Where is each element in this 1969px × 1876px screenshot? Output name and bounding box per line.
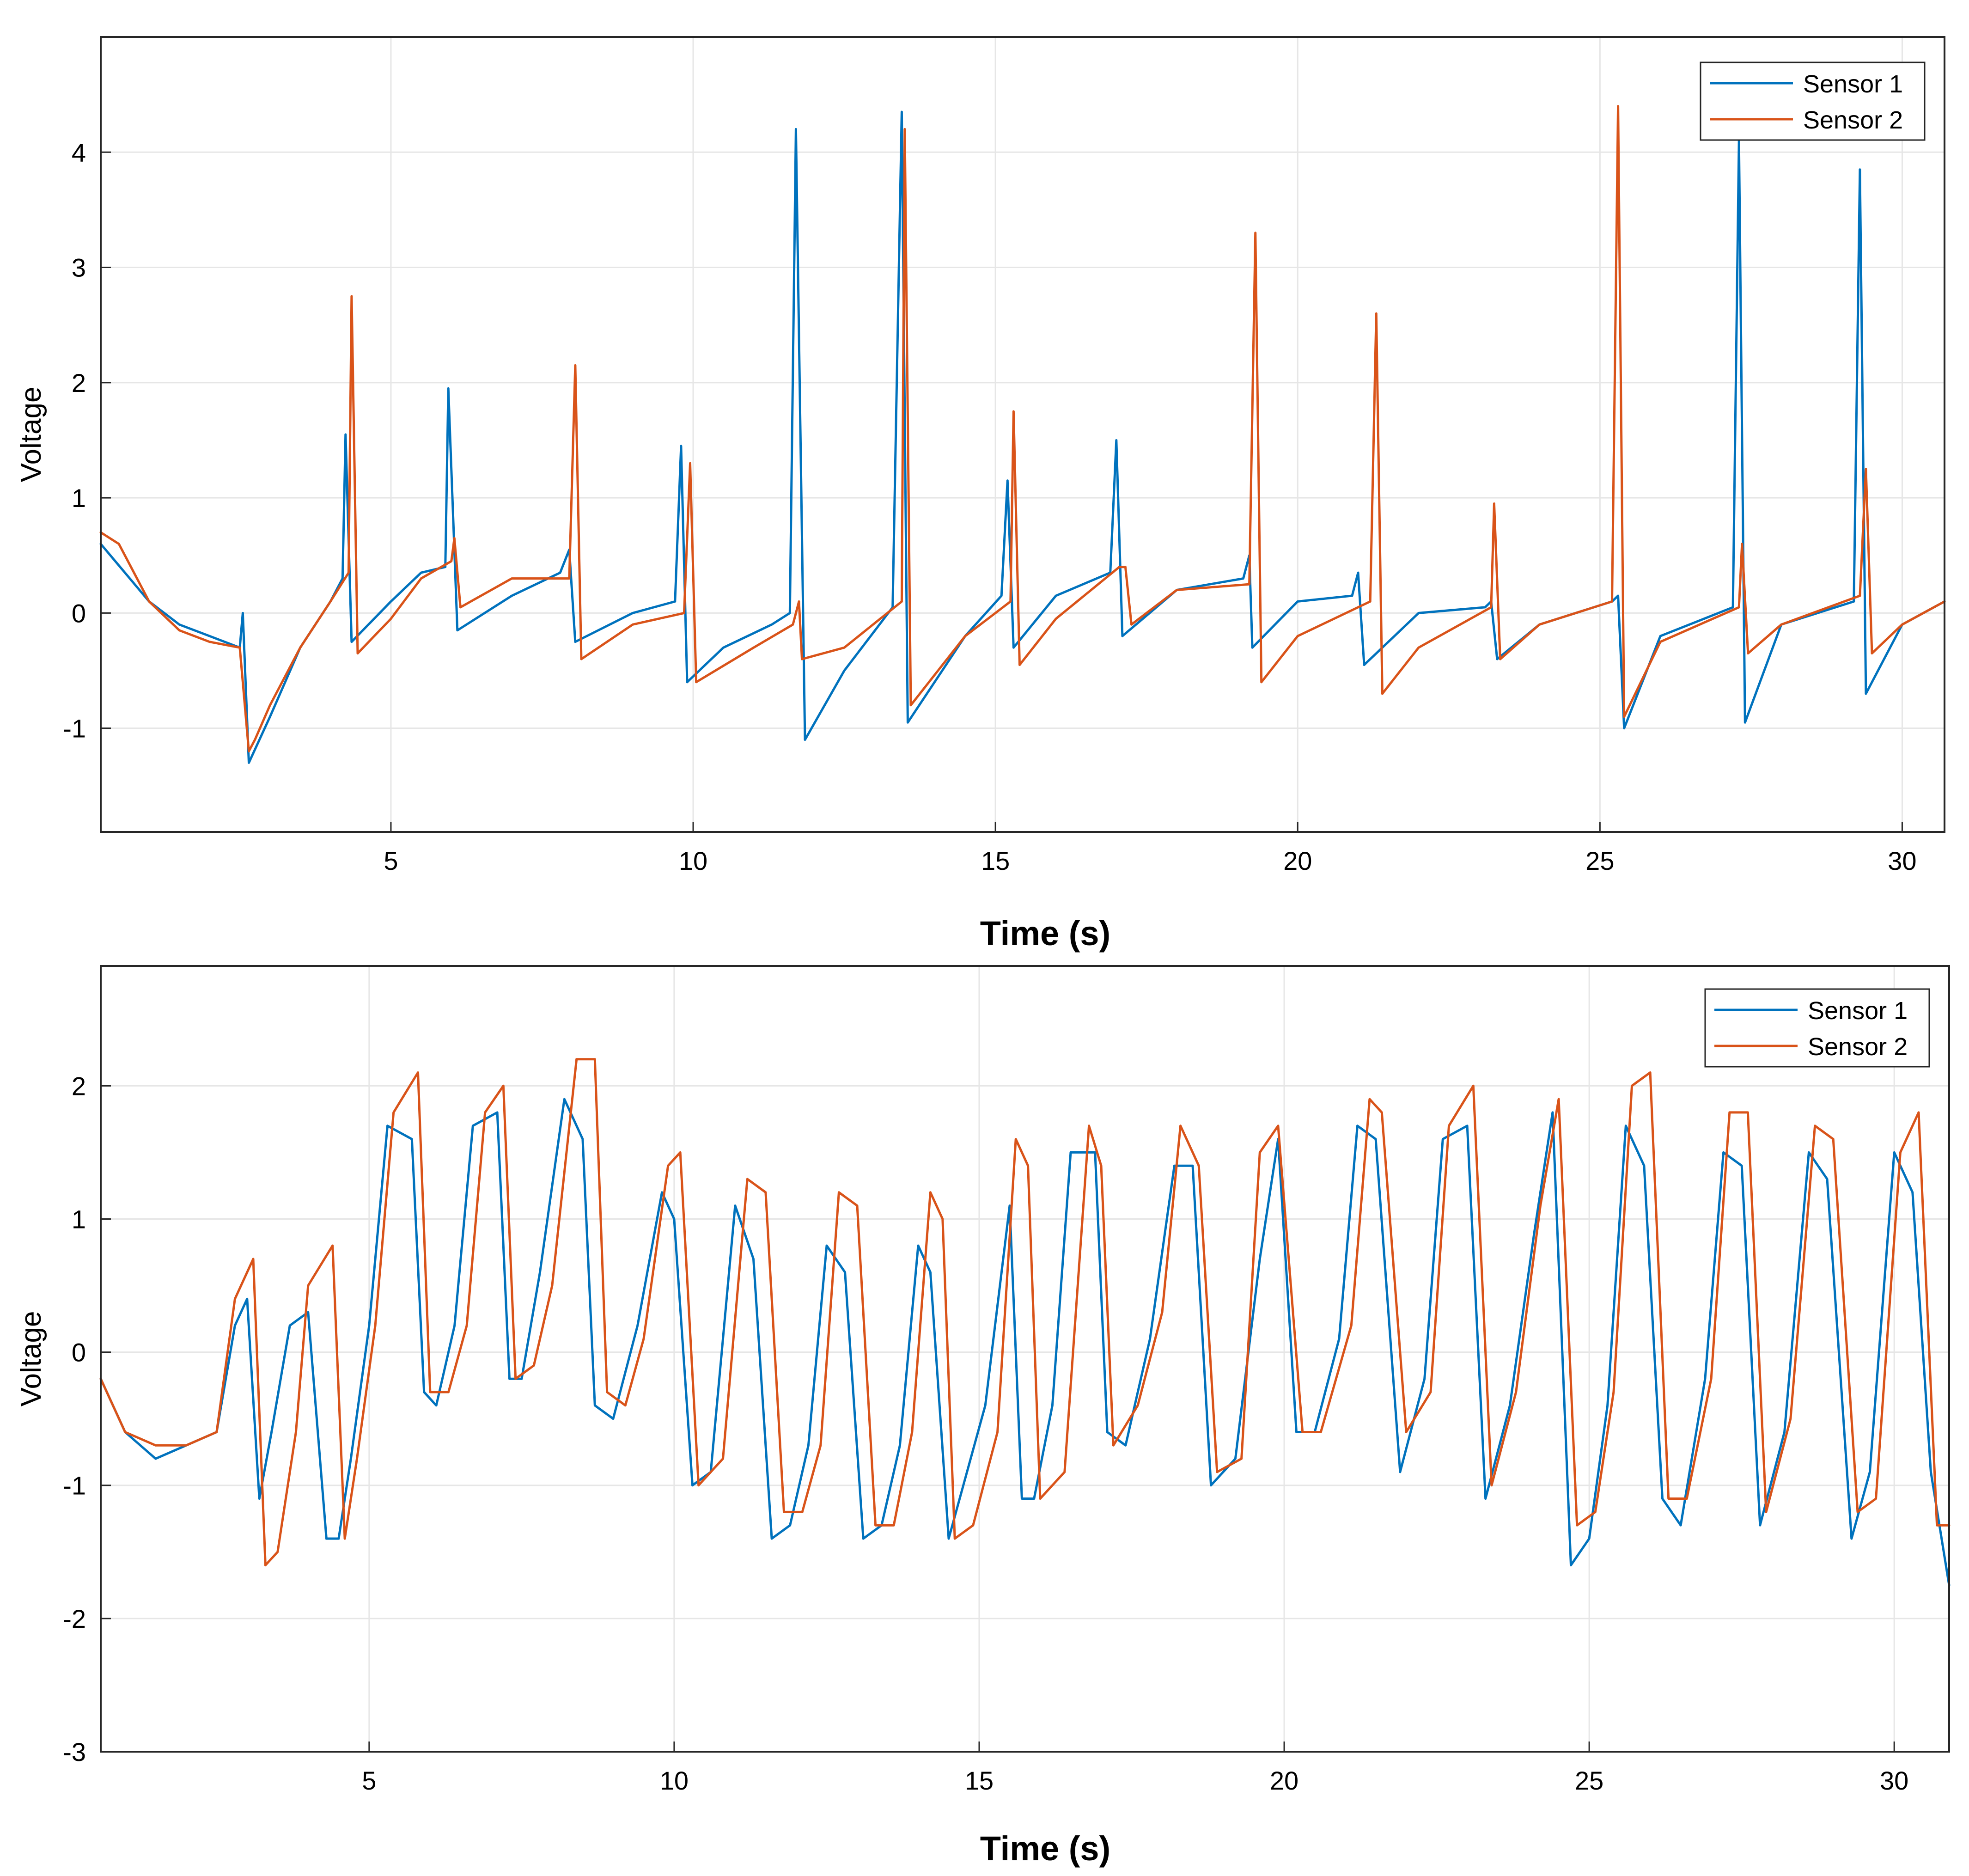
grid-lines (101, 37, 1945, 832)
legend-label-sensor-2: Sensor 2 (1803, 106, 1903, 134)
y-tick-label: -1 (63, 1471, 86, 1500)
legend-label-sensor-2: Sensor 2 (1808, 1033, 1908, 1061)
y-tick-label: -3 (63, 1737, 86, 1766)
x-tick-label: 25 (1585, 846, 1614, 875)
y-axis-label: Voltage (15, 387, 47, 483)
y-tick-label: 1 (72, 1204, 86, 1234)
series-line-sensor-2 (99, 105, 1946, 752)
series-line-sensor-1 (99, 110, 1946, 764)
legend: Sensor 1 Sensor 2 (1700, 61, 1926, 141)
x-tick-label: 15 (981, 846, 1010, 875)
tick-labels: 5 10 15 20 25 30 -3 -2 -1 0 1 2 (63, 1071, 1908, 1795)
grid-lines (101, 966, 1949, 1753)
series-line-sensor-2 (99, 1058, 1951, 1567)
plot-area (101, 966, 1949, 1752)
y-tick-label: 4 (72, 138, 86, 167)
x-tick-label: 30 (1888, 846, 1916, 875)
x-tick-label: 10 (679, 846, 707, 875)
legend-box (1704, 988, 1930, 1068)
chart-1: 5 10 15 20 25 30 -1 0 1 2 3 4 Voltage Time (s) Sens… (15, 36, 1946, 953)
series-lines (99, 1058, 1951, 1587)
y-tick-label: 1 (72, 483, 86, 513)
x-tick-label: 5 (384, 846, 398, 875)
tick-labels: 5 10 15 20 25 30 -1 0 1 2 3 4 (63, 138, 1916, 875)
y-tick-label: 0 (72, 1338, 86, 1367)
axes-box (100, 36, 1945, 833)
x-tick-label: 20 (1270, 1766, 1298, 1795)
y-tick-label: -1 (63, 714, 86, 743)
x-tick-label: 20 (1283, 846, 1312, 875)
legend-box (1700, 61, 1926, 141)
series-line-sensor-1 (99, 1098, 1951, 1587)
y-tick-label: 2 (72, 1071, 86, 1100)
x-axis-label: Time (s) (980, 1829, 1110, 1868)
legend-label-sensor-1: Sensor 1 (1803, 70, 1903, 98)
chart-2: 5 10 15 20 25 30 -3 -2 -1 0 1 2 Voltage Time (s) Se… (15, 965, 1951, 1868)
x-tick-label: 5 (362, 1766, 376, 1795)
x-tick-label: 30 (1880, 1766, 1908, 1795)
y-axis-label: Voltage (15, 1311, 47, 1407)
plot-area (101, 37, 1945, 832)
legend-label-sensor-1: Sensor 1 (1808, 997, 1908, 1025)
x-tick-label: 10 (660, 1766, 689, 1795)
y-tick-label: -2 (63, 1604, 86, 1633)
y-tick-label: 3 (72, 253, 86, 282)
x-tick-label: 25 (1575, 1766, 1603, 1795)
legend: Sensor 1 Sensor 2 (1704, 988, 1930, 1068)
y-tick-label: 0 (72, 599, 86, 628)
axes-box (100, 965, 1950, 1753)
x-tick-label: 15 (965, 1766, 994, 1795)
series-lines (99, 105, 1946, 764)
y-tick-label: 2 (72, 368, 86, 397)
x-axis-label: Time (s) (980, 914, 1110, 953)
